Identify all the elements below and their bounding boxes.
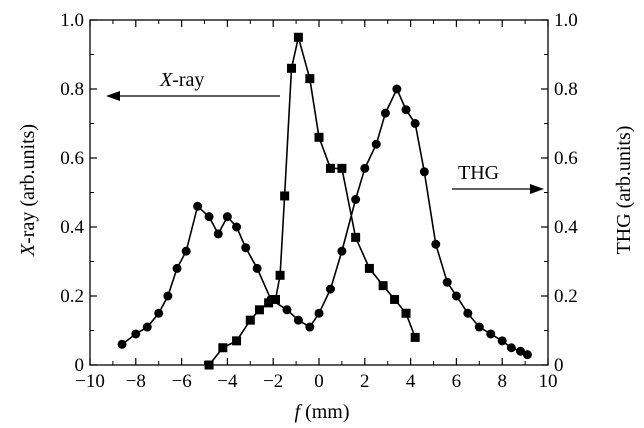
xray-data-point bbox=[245, 315, 255, 325]
thg-data-point bbox=[380, 108, 390, 118]
xray-data-point bbox=[401, 308, 411, 318]
thg-data-point bbox=[305, 322, 315, 332]
series-layer bbox=[117, 32, 532, 370]
x-tick-label: −8 bbox=[126, 371, 146, 392]
x-tick-label: −2 bbox=[263, 371, 283, 392]
xray-data-point bbox=[280, 191, 290, 201]
y2-tick-label: 1.0 bbox=[554, 10, 578, 31]
left-arrow-icon bbox=[106, 91, 120, 101]
y-tick-label: 0.2 bbox=[60, 286, 84, 307]
thg-data-point bbox=[463, 308, 473, 318]
xray-data-point bbox=[254, 305, 264, 315]
xray-data-point bbox=[275, 270, 285, 280]
axes-layer: −10 −8 −6 −4 −2 0 2 4 6 8 100 00.2 0.20.4 0.40.6 0.60.… bbox=[60, 10, 578, 392]
thg-data-point bbox=[392, 84, 402, 94]
y2-tick-label: 0.2 bbox=[554, 286, 578, 307]
thg-data-point bbox=[314, 308, 324, 318]
thg-data-point bbox=[252, 263, 262, 273]
xray-data-point bbox=[378, 281, 388, 291]
x-tick-label: 4 bbox=[406, 371, 416, 392]
y-tick-label: 1.0 bbox=[60, 10, 84, 31]
thg-data-point bbox=[506, 343, 516, 353]
thg-data-point bbox=[204, 212, 214, 222]
thg-data-point bbox=[401, 105, 411, 115]
xray-data-point bbox=[314, 132, 324, 142]
y2-tick-label: 0 bbox=[554, 355, 564, 376]
x-tick-label: 2 bbox=[360, 371, 370, 392]
thg-data-point bbox=[516, 346, 526, 356]
right-arrow-icon bbox=[530, 184, 544, 194]
thg-annotation-label: THG bbox=[458, 162, 499, 184]
thg-data-point bbox=[282, 305, 292, 315]
thg-data-point bbox=[293, 315, 303, 325]
y-tick-label: 0.6 bbox=[60, 148, 84, 169]
thg-data-point bbox=[442, 277, 452, 287]
thg-data-point bbox=[222, 212, 232, 222]
xray-data-point bbox=[325, 163, 335, 173]
x-tick-label: 8 bbox=[497, 371, 507, 392]
xray-data-point bbox=[410, 332, 420, 342]
xray-data-point bbox=[337, 163, 347, 173]
y-tick-label: 0.4 bbox=[60, 217, 84, 238]
thg-data-point bbox=[142, 322, 152, 332]
thg-data-point bbox=[431, 239, 441, 249]
xray-data-point bbox=[218, 343, 228, 353]
x-tick-label: −4 bbox=[217, 371, 238, 392]
thg-data-point bbox=[241, 243, 251, 253]
y2-tick-label: 0.4 bbox=[554, 217, 578, 238]
thg-data-point bbox=[154, 308, 164, 318]
thg-data-point bbox=[351, 194, 361, 204]
xray-series-line bbox=[208, 37, 416, 366]
xray-data-point bbox=[351, 232, 361, 242]
xray-data-point bbox=[270, 294, 280, 304]
y2-axis-title: THG (arb.units) bbox=[613, 126, 635, 255]
thg-data-point bbox=[117, 339, 127, 349]
xray-data-point bbox=[305, 74, 315, 84]
xray-annotation-label: X-ray bbox=[159, 69, 204, 91]
thg-data-point bbox=[337, 246, 347, 256]
thg-data-point bbox=[325, 284, 335, 294]
y2-tick-label: 0.6 bbox=[554, 148, 578, 169]
x-tick-label: −10 bbox=[75, 371, 105, 392]
x-tick-label: 10 bbox=[539, 371, 558, 392]
xray-data-point bbox=[364, 263, 374, 273]
thg-data-point bbox=[181, 246, 191, 256]
thg-data-point bbox=[213, 229, 223, 239]
thg-data-point bbox=[486, 329, 496, 339]
xray-data-point bbox=[390, 294, 400, 304]
y-axis-title: X-ray (arb.units) bbox=[17, 124, 39, 257]
x-tick-label: 0 bbox=[314, 371, 324, 392]
y-tick-label: 0.8 bbox=[60, 79, 84, 100]
x-axis-title: f (mm) bbox=[295, 401, 350, 423]
y-tick-label: 0 bbox=[75, 355, 85, 376]
thg-data-point bbox=[474, 322, 484, 332]
xray-data-point bbox=[293, 32, 303, 42]
thg-data-point bbox=[172, 263, 182, 273]
thg-data-point bbox=[193, 201, 203, 211]
thg-data-point bbox=[371, 139, 381, 149]
xray-annotation: X-ray bbox=[106, 69, 280, 101]
thg-data-point bbox=[451, 291, 461, 301]
thg-data-point bbox=[163, 291, 173, 301]
x-tick-label: −6 bbox=[171, 371, 191, 392]
thg-data-point bbox=[419, 167, 429, 177]
thg-data-point bbox=[131, 329, 141, 339]
x-tick-label: 6 bbox=[452, 371, 462, 392]
xray-data-point bbox=[204, 360, 214, 370]
thg-data-point bbox=[410, 119, 420, 128]
y2-tick-label: 0.8 bbox=[554, 79, 578, 100]
thg-data-point bbox=[360, 163, 370, 173]
thg-data-point bbox=[232, 222, 242, 232]
thg-data-point bbox=[522, 350, 532, 360]
thg-annotation: THG bbox=[452, 162, 544, 194]
xray-data-point bbox=[287, 63, 297, 73]
xray-data-point bbox=[232, 336, 242, 346]
thg-data-point bbox=[497, 336, 507, 346]
thg-data-point bbox=[266, 294, 276, 304]
